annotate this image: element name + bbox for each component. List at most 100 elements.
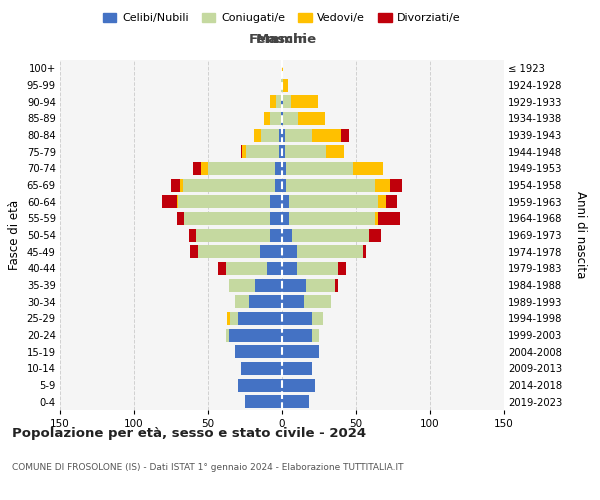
Y-axis label: Fasce di età: Fasce di età	[8, 200, 21, 270]
Y-axis label: Anni di nascita: Anni di nascita	[574, 192, 587, 278]
Bar	[171, 178, 180, 192]
Bar	[282, 395, 308, 408]
Bar	[270, 112, 281, 125]
Bar	[326, 145, 344, 158]
Bar	[311, 312, 323, 325]
Bar	[279, 128, 282, 141]
Bar	[238, 312, 282, 325]
Bar	[247, 145, 279, 158]
Bar	[242, 145, 247, 158]
Bar	[364, 245, 367, 258]
Bar	[282, 162, 286, 175]
Bar	[226, 262, 267, 275]
Bar	[298, 112, 325, 125]
Bar	[218, 262, 226, 275]
Bar	[241, 362, 282, 375]
Bar	[375, 178, 390, 192]
Bar	[282, 378, 314, 392]
Bar	[375, 212, 378, 225]
Bar	[281, 112, 282, 125]
Text: COMUNE DI FROSOLONE (IS) - Dati ISTAT 1° gennaio 2024 - Elaborazione TUTTITALIA.: COMUNE DI FROSOLONE (IS) - Dati ISTAT 1°…	[12, 462, 404, 471]
Bar	[304, 295, 331, 308]
Bar	[285, 128, 311, 141]
Bar	[196, 228, 270, 241]
Text: Popolazione per età, sesso e stato civile - 2024: Popolazione per età, sesso e stato civil…	[12, 428, 366, 440]
Bar	[282, 245, 297, 258]
Bar	[292, 228, 370, 241]
Bar	[177, 212, 184, 225]
Bar	[177, 195, 178, 208]
Bar	[162, 195, 177, 208]
Bar	[260, 245, 282, 258]
Bar	[282, 62, 283, 75]
Bar	[282, 78, 283, 92]
Bar	[297, 262, 338, 275]
Bar	[282, 212, 289, 225]
Bar	[311, 328, 319, 342]
Bar	[245, 395, 282, 408]
Bar	[283, 95, 291, 108]
Bar	[241, 145, 242, 158]
Bar	[282, 278, 305, 291]
Bar	[283, 112, 298, 125]
Bar	[282, 295, 304, 308]
Bar	[311, 128, 341, 141]
Bar	[189, 228, 196, 241]
Bar	[378, 212, 400, 225]
Bar	[200, 162, 208, 175]
Bar	[264, 112, 270, 125]
Bar	[270, 195, 282, 208]
Legend: Celibi/Nubili, Coniugati/e, Vedovi/e, Divorziati/e: Celibi/Nubili, Coniugati/e, Vedovi/e, Di…	[99, 8, 465, 28]
Bar	[227, 312, 230, 325]
Bar	[289, 195, 378, 208]
Bar	[285, 145, 326, 158]
Bar	[238, 378, 282, 392]
Bar	[282, 128, 285, 141]
Bar	[183, 178, 275, 192]
Bar	[279, 145, 282, 158]
Text: Maschi: Maschi	[255, 33, 307, 46]
Bar	[378, 195, 386, 208]
Bar	[190, 245, 197, 258]
Bar	[282, 145, 285, 158]
Bar	[282, 312, 311, 325]
Bar	[282, 95, 283, 108]
Bar	[281, 95, 282, 108]
Bar	[282, 178, 286, 192]
Bar	[281, 78, 282, 92]
Bar	[283, 78, 288, 92]
Bar	[275, 162, 282, 175]
Bar	[297, 245, 364, 258]
Bar	[335, 278, 338, 291]
Bar	[254, 128, 261, 141]
Bar	[267, 262, 282, 275]
Bar	[370, 228, 381, 241]
Bar	[289, 212, 375, 225]
Bar	[208, 162, 275, 175]
Bar	[180, 178, 183, 192]
Bar	[270, 95, 276, 108]
Text: Femmine: Femmine	[248, 33, 317, 46]
Bar	[282, 345, 319, 358]
Bar	[341, 128, 349, 141]
Bar	[282, 112, 283, 125]
Bar	[226, 328, 229, 342]
Bar	[282, 195, 289, 208]
Bar	[390, 178, 402, 192]
Bar	[250, 295, 282, 308]
Bar	[275, 178, 282, 192]
Bar	[282, 262, 297, 275]
Bar	[184, 212, 270, 225]
Bar	[197, 245, 260, 258]
Bar	[229, 278, 256, 291]
Bar	[353, 162, 383, 175]
Bar	[193, 162, 200, 175]
Bar	[235, 345, 282, 358]
Bar	[270, 228, 282, 241]
Bar	[282, 362, 311, 375]
Bar	[178, 195, 270, 208]
Bar	[256, 278, 282, 291]
Bar	[230, 312, 238, 325]
Bar	[291, 95, 317, 108]
Bar	[286, 178, 375, 192]
